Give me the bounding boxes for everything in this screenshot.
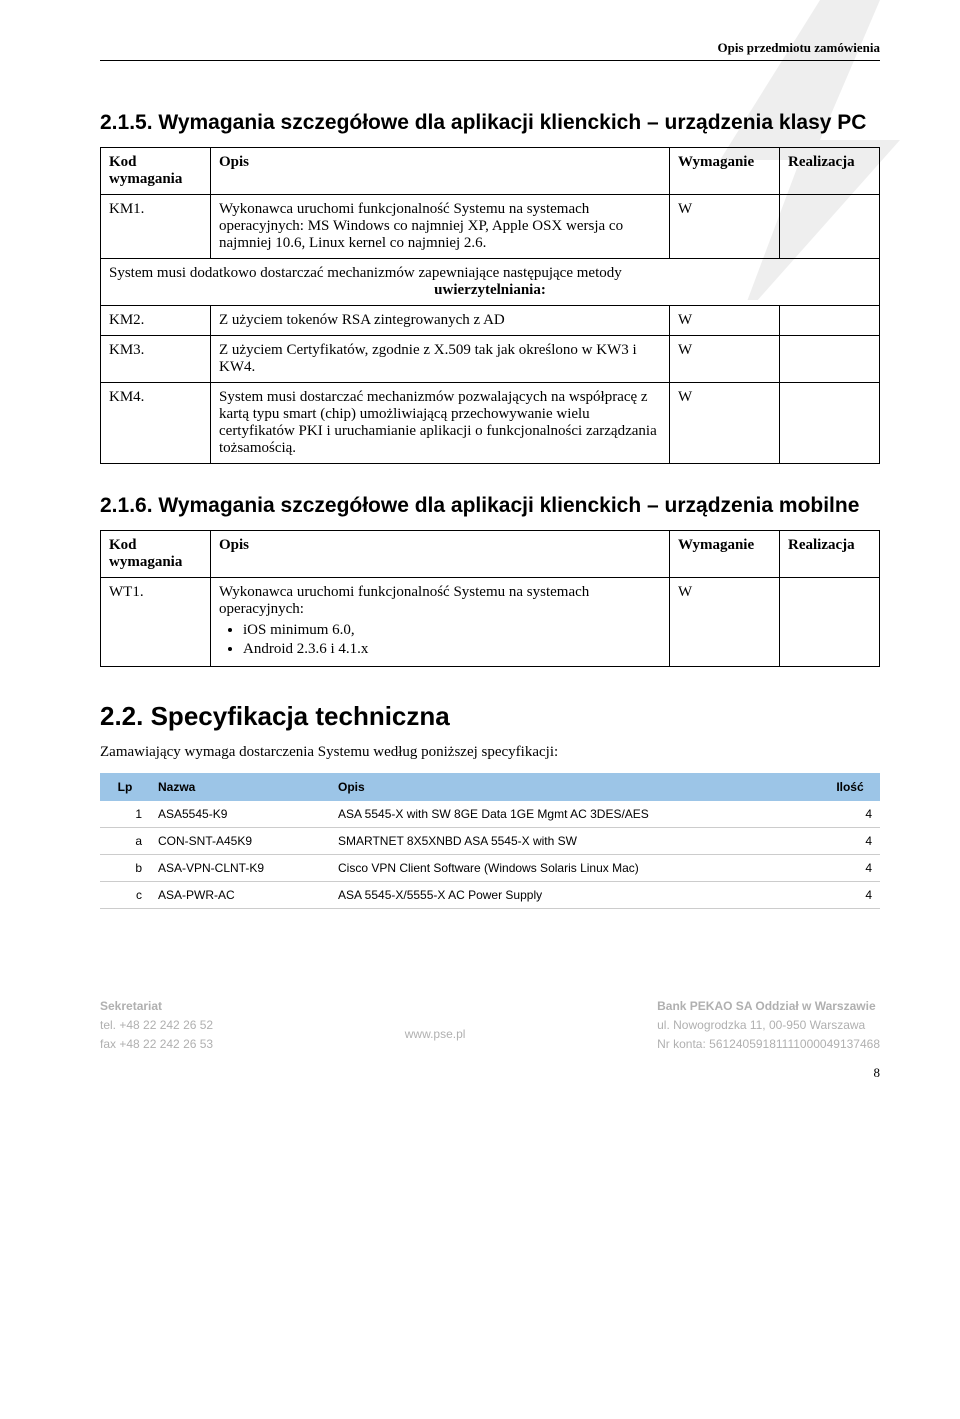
footer-right-l2: ul. Nowogrodzka 11, 00-950 Warszawa [657,1016,880,1035]
cell-km2-kod: KM2. [101,306,211,336]
auth-heading-row: System musi dodatkowo dostarczać mechani… [101,259,880,306]
wt1-bullet2: Android 2.3.6 i 4.1.x [243,641,661,658]
cell-km2-wym: W [670,306,780,336]
cell-km1-wym: W [670,195,780,259]
spec-row: a CON-SNT-A45K9 SMARTNET 8X5XNBD ASA 554… [100,828,880,855]
cell-km4-wym: W [670,383,780,464]
spec-ilosc: 4 [820,882,880,909]
cell-wt1-wym: W [670,578,780,667]
cell-km4-opis: System musi dostarczać mechanizmów pozwa… [211,383,670,464]
spec-ilosc: 4 [820,801,880,828]
cell-km4-real [780,383,880,464]
footer-left-l3: fax +48 22 242 26 53 [100,1035,213,1054]
footer-right-l1: Bank PEKAO SA Oddział w Warszawie [657,997,880,1016]
spec-lp: c [100,882,150,909]
cell-km2-opis: Z użyciem tokenów RSA zintegrowanych z A… [211,306,670,336]
cell-km1-opis: Wykonawca uruchomi funkcjonalność System… [211,195,670,259]
spec-ilosc: 4 [820,828,880,855]
th-ilosc: Ilość [820,774,880,801]
page-footer: Sekretariat tel. +48 22 242 26 52 fax +4… [100,989,880,1055]
spec-nazwa: ASA-VPN-CLNT-K9 [150,855,330,882]
footer-center: www.pse.pl [405,1027,466,1055]
page-header: Opis przedmiotu zamówienia [100,40,880,61]
cell-wt1-real [780,578,880,667]
th-wym-216: Wymaganie [670,531,780,578]
cell-km3-wym: W [670,336,780,383]
spec-nazwa: ASA-PWR-AC [150,882,330,909]
cell-km3-kod: KM3. [101,336,211,383]
spec-opis: SMARTNET 8X5XNBD ASA 5545-X with SW [330,828,820,855]
cell-km2-real [780,306,880,336]
th-opis: Opis [211,148,670,195]
spec-lp: a [100,828,150,855]
cell-wt1-opis: Wykonawca uruchomi funkcjonalność System… [211,578,670,667]
th-kod: Kod wymagania [101,148,211,195]
footer-left-l1: Sekretariat [100,997,213,1016]
cell-wt1-kod: WT1. [101,578,211,667]
page-number: 8 [100,1065,880,1081]
footer-left-l2: tel. +48 22 242 26 52 [100,1016,213,1035]
requirements-table-216: Kod wymagania Opis Wymaganie Realizacja … [100,530,880,667]
spec-nazwa: ASA5545-K9 [150,801,330,828]
th-opis-216: Opis [211,531,670,578]
spec-row: 1 ASA5545-K9 ASA 5545-X with SW 8GE Data… [100,801,880,828]
section-22-title: 2.2. Specyfikacja techniczna [100,701,880,732]
auth-suffix: uwierzytelniania: [109,282,871,299]
spec-ilosc: 4 [820,855,880,882]
spec-lp: b [100,855,150,882]
footer-right-l3: Nr konta: 56124059181111000049137468 [657,1035,880,1054]
requirements-table-215: Kod wymagania Opis Wymaganie Realizacja … [100,147,880,464]
spec-opis: ASA 5545-X/5555-X AC Power Supply [330,882,820,909]
spec-row: c ASA-PWR-AC ASA 5545-X/5555-X AC Power … [100,882,880,909]
th-real-216: Realizacja [780,531,880,578]
cell-km1-kod: KM1. [101,195,211,259]
spec-row: b ASA-VPN-CLNT-K9 Cisco VPN Client Softw… [100,855,880,882]
wt1-bullet1: iOS minimum 6.0, [243,622,661,639]
auth-prefix: System musi dodatkowo dostarczać mechani… [109,265,871,282]
cell-km1-real [780,195,880,259]
th-kod-216: Kod wymagania [101,531,211,578]
th-lp: Lp [100,774,150,801]
section-216-title: 2.1.6. Wymagania szczegółowe dla aplikac… [100,494,880,518]
th-wymaganie: Wymaganie [670,148,780,195]
wt1-line1: Wykonawca uruchomi funkcjonalność System… [219,584,661,618]
spec-intro: Zamawiający wymaga dostarczenia Systemu … [100,744,880,761]
th-nazwa: Nazwa [150,774,330,801]
cell-km3-real [780,336,880,383]
spec-nazwa: CON-SNT-A45K9 [150,828,330,855]
spec-opis: Cisco VPN Client Software (Windows Solar… [330,855,820,882]
spec-opis: ASA 5545-X with SW 8GE Data 1GE Mgmt AC … [330,801,820,828]
cell-km3-opis: Z użyciem Certyfikatów, zgodnie z X.509 … [211,336,670,383]
section-215-title: 2.1.5. Wymagania szczegółowe dla aplikac… [100,111,880,135]
th-spec-opis: Opis [330,774,820,801]
spec-table: Lp Nazwa Opis Ilość 1 ASA5545-K9 ASA 554… [100,773,880,909]
spec-lp: 1 [100,801,150,828]
th-realizacja: Realizacja [780,148,880,195]
cell-km4-kod: KM4. [101,383,211,464]
